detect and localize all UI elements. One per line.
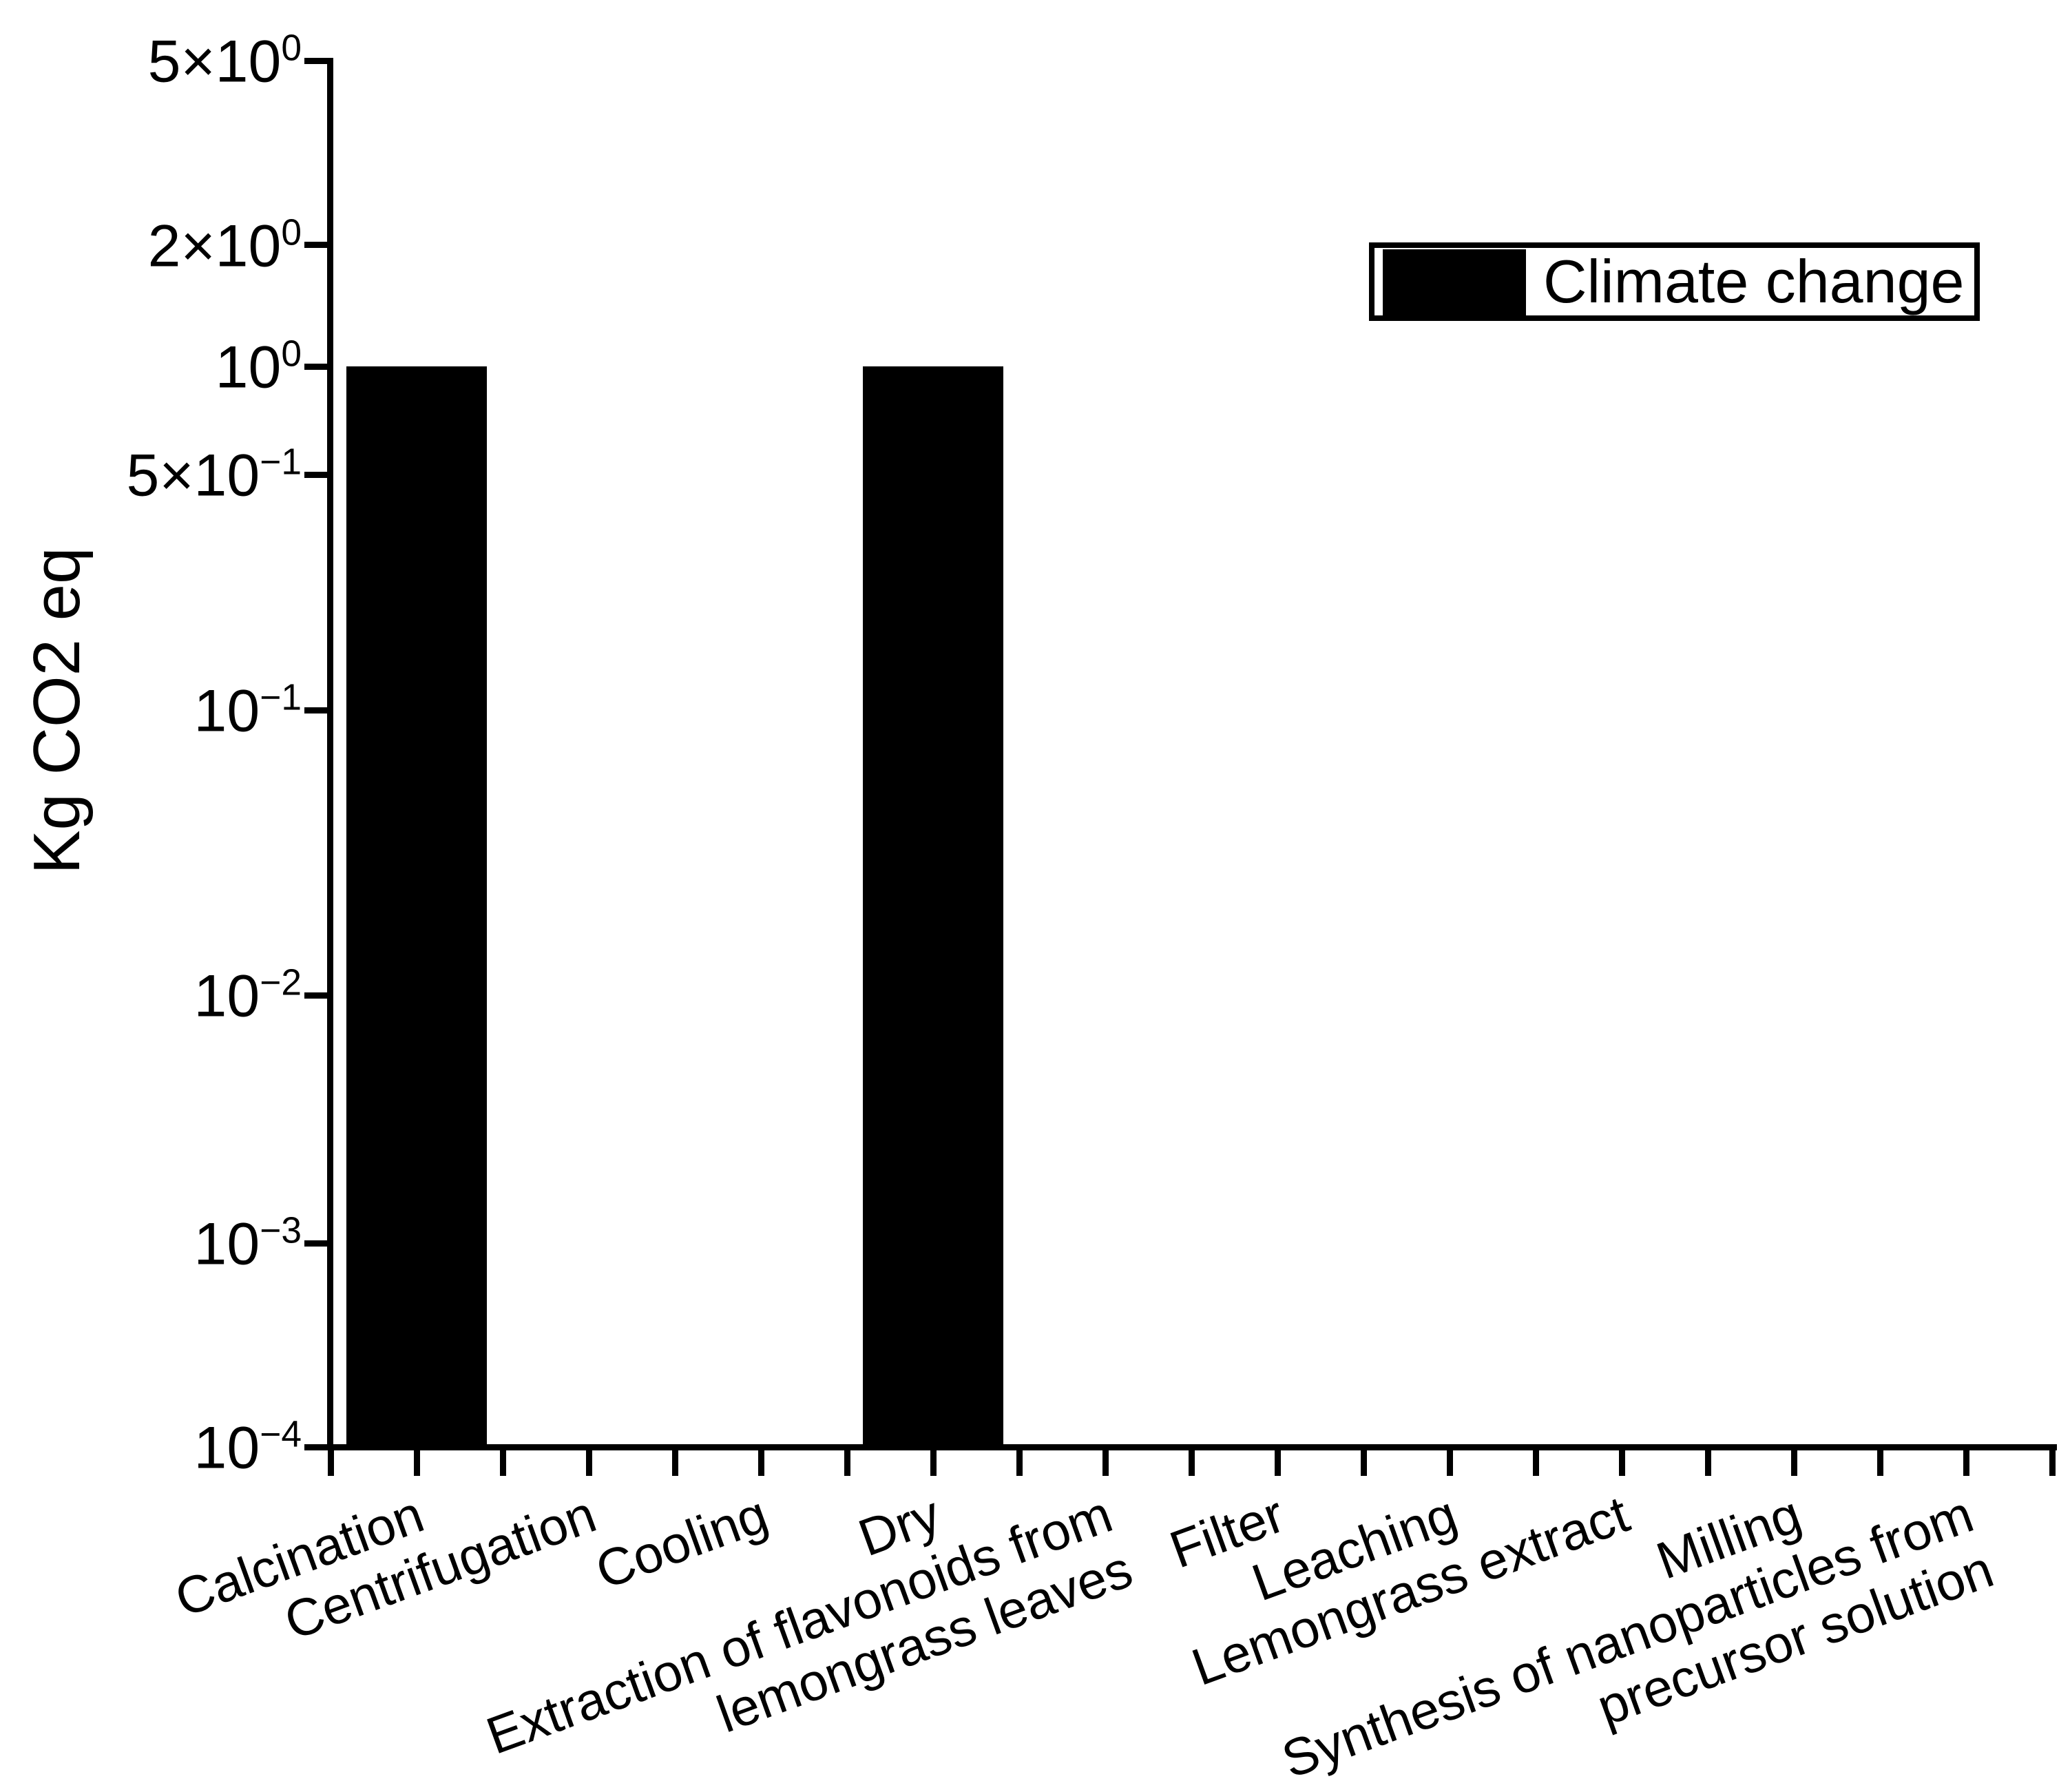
legend-label: Climate change bbox=[1543, 247, 1965, 315]
x-tick bbox=[930, 1447, 937, 1476]
y-tick bbox=[304, 363, 331, 370]
y-tick-label-base: 2×10 bbox=[147, 213, 282, 280]
x-tick bbox=[413, 1447, 420, 1476]
x-tick bbox=[1016, 1447, 1023, 1476]
y-tick bbox=[304, 707, 331, 713]
y-tick-label-exponent: −1 bbox=[260, 441, 302, 483]
y-tick bbox=[304, 57, 331, 64]
y-tick-label: 10−1 bbox=[194, 677, 302, 744]
bar-dry bbox=[863, 366, 1003, 1450]
y-tick bbox=[304, 242, 331, 249]
y-tick-label-base: 10 bbox=[194, 678, 260, 744]
y-tick-label-exponent: −4 bbox=[260, 1414, 302, 1455]
x-tick bbox=[1274, 1447, 1281, 1476]
x-tick bbox=[671, 1447, 678, 1476]
y-tick bbox=[304, 471, 331, 478]
x-tick bbox=[1963, 1447, 1969, 1476]
x-tick bbox=[1790, 1447, 1797, 1476]
x-tick bbox=[1618, 1447, 1625, 1476]
y-tick-label: 10−2 bbox=[194, 965, 302, 1026]
y-axis-line bbox=[327, 58, 333, 1450]
x-tick bbox=[499, 1447, 506, 1476]
y-tick-label-base: 10 bbox=[194, 1211, 260, 1278]
y-tick-label-base: 5×10 bbox=[147, 28, 282, 95]
y-tick-label-base: 10 bbox=[194, 1415, 260, 1481]
x-tick bbox=[844, 1447, 850, 1476]
y-tick bbox=[304, 1444, 331, 1450]
x-tick bbox=[1532, 1447, 1539, 1476]
x-tick bbox=[1188, 1447, 1195, 1476]
y-tick-label: 5×100 bbox=[147, 28, 302, 95]
y-tick-label-exponent: 0 bbox=[281, 333, 302, 375]
x-tick bbox=[585, 1447, 592, 1476]
y-tick-label: 10−4 bbox=[194, 1414, 302, 1481]
y-tick-label-base: 10 bbox=[194, 963, 260, 1030]
x-tick bbox=[1446, 1447, 1453, 1476]
x-category-label-line: Cooling bbox=[588, 1485, 776, 1601]
y-axis-title: Kg CO2 eq bbox=[20, 547, 94, 875]
bar-calcination bbox=[346, 366, 487, 1450]
x-category-label: Cooling bbox=[589, 1485, 775, 1601]
x-tick bbox=[327, 1447, 334, 1476]
y-tick bbox=[304, 992, 331, 999]
y-tick-label: 5×10−1 bbox=[126, 441, 302, 509]
y-tick-label-base: 5×10 bbox=[126, 442, 260, 509]
y-tick-label: 10−3 bbox=[194, 1210, 302, 1273]
y-tick-label-exponent: 0 bbox=[281, 28, 302, 69]
x-tick bbox=[1102, 1447, 1109, 1476]
x-tick bbox=[757, 1447, 764, 1476]
y-tick-label: 100 bbox=[216, 333, 302, 397]
y-tick-label-exponent: −2 bbox=[260, 962, 302, 1003]
y-tick-label-base: 10 bbox=[215, 334, 282, 401]
legend: Climate change bbox=[1369, 242, 1980, 321]
y-tick-label-exponent: −1 bbox=[260, 677, 302, 718]
x-tick bbox=[2049, 1447, 2056, 1476]
legend-color-swatch bbox=[1383, 249, 1526, 318]
x-category-label-line: lemongrass leaves bbox=[709, 1539, 1140, 1744]
x-tick bbox=[1876, 1447, 1883, 1476]
y-tick-label-exponent: −3 bbox=[260, 1210, 302, 1251]
y-tick-label-exponent: 0 bbox=[281, 212, 302, 253]
x-tick bbox=[1704, 1447, 1711, 1476]
x-tick bbox=[1360, 1447, 1367, 1476]
y-tick bbox=[304, 1240, 331, 1247]
y-tick-label: 2×100 bbox=[148, 214, 302, 275]
